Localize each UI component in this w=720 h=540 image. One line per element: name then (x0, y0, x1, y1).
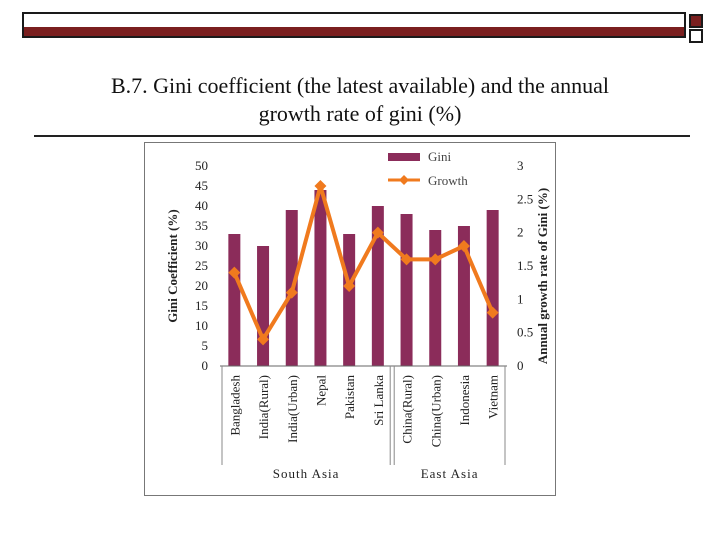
growth-point (429, 253, 442, 266)
left-axis-tick-label: 20 (195, 278, 208, 293)
gini-bar (371, 206, 384, 366)
left-axis-tick-label: 40 (195, 198, 208, 213)
gini-bar (429, 230, 442, 366)
left-axis-tick-label: 30 (195, 238, 208, 253)
slide-title: B.7. Gini coefficient (the latest availa… (40, 72, 680, 128)
gini-bar (228, 234, 241, 366)
category-label: China(Rural) (400, 375, 415, 444)
right-axis-tick-label: 1 (517, 291, 524, 306)
growth-point (457, 240, 470, 252)
category-label: Indonesia (457, 375, 472, 426)
slide-title-line-1: B.7. Gini coefficient (the latest availa… (110, 73, 610, 98)
left-axis-tick-label: 25 (195, 258, 208, 273)
legend-gini-label: Gini (428, 149, 452, 164)
gini-bar (486, 210, 499, 366)
legend-growth-marker (399, 175, 409, 185)
gini-bar (314, 190, 327, 366)
gini-bar (457, 226, 470, 366)
growth-point (400, 253, 413, 266)
gini-bar (257, 246, 270, 366)
right-axis-tick-label: 1.5 (517, 258, 533, 273)
title-underline (34, 135, 690, 137)
growth-point (257, 333, 270, 346)
legend-growth-label: Growth (428, 173, 468, 188)
slide-title-line-2: growth rate of gini (%) (258, 101, 462, 126)
growth-line (232, 184, 495, 342)
category-label: Nepal (313, 375, 328, 406)
group-label: East Asia (421, 466, 479, 481)
right-axis-tick-label: 2 (517, 225, 524, 240)
left-axis-tick-label: 50 (195, 158, 208, 173)
category-label: Bangladesh (227, 375, 242, 436)
right-axis-tick-label: 2.5 (517, 191, 533, 206)
left-axis-tick-label: 10 (195, 318, 208, 333)
category-label: Vietnam (486, 375, 501, 419)
category-label: India(Rural) (256, 375, 271, 439)
category-label: India(Urban) (285, 375, 300, 443)
category-label: Pakistan (342, 375, 357, 420)
chart-frame: 0 5 10 15 20 25 30 35 40 45 50 0 0.5 1 1.5 2 2.5 3 Gini Co… (144, 142, 556, 496)
gini-bar (400, 214, 413, 366)
left-axis-tick-label: 15 (195, 298, 208, 313)
growth-point (486, 306, 499, 319)
left-axis-tick-label: 35 (195, 218, 208, 233)
group-label: South Asia (273, 466, 340, 481)
right-axis-tick-label: 3 (517, 158, 524, 173)
growth-point (314, 180, 327, 192)
growth-point (371, 226, 384, 239)
decoration-square-filled (689, 14, 703, 28)
left-axis-tick-label: 45 (195, 178, 208, 193)
legend-gini-swatch (388, 153, 420, 161)
top-decoration-bar (22, 12, 686, 38)
right-axis-title: Annual growth rate of Gini (%) (535, 188, 550, 364)
category-label: China(Urban) (428, 375, 443, 447)
growth-point (285, 286, 298, 299)
category-label: Sri Lanka (371, 375, 386, 426)
right-axis-tick-label: 0.5 (517, 325, 533, 340)
left-axis-tick-label: 0 (202, 358, 209, 373)
decoration-square-empty (689, 29, 703, 43)
top-decoration-band (24, 27, 684, 36)
gini-chart: 0 5 10 15 20 25 30 35 40 45 50 0 0.5 1 1.5 2 2.5 3 Gini Co… (165, 149, 550, 481)
growth-point (343, 280, 356, 292)
left-axis-tick-label: 5 (202, 338, 209, 353)
right-axis-tick-label: 0 (517, 358, 524, 373)
left-axis-title: Gini Coefficient (%) (165, 209, 180, 322)
gini-bar (343, 234, 356, 366)
